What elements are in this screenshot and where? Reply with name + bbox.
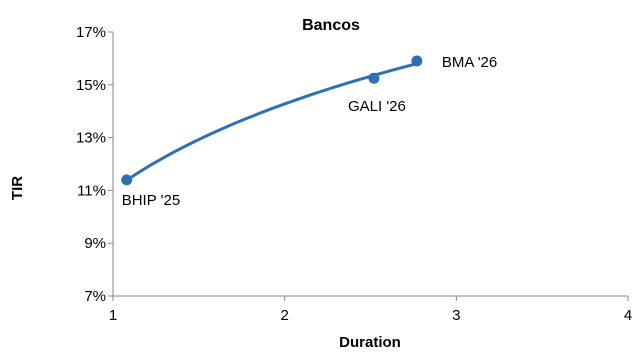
y-tick-label: 7% (84, 288, 106, 305)
data-point-label: BHIP '25 (122, 192, 180, 209)
trendline (125, 62, 418, 182)
x-tick-label: 2 (280, 307, 288, 324)
data-point-label: GALI '26 (348, 98, 406, 115)
axes: 7% 9% 11% 13% 15% 17% 1 2 3 4 (76, 24, 632, 324)
data-point (411, 55, 423, 67)
data-point-label: BMA '26 (442, 54, 497, 71)
x-tick-label: 3 (452, 307, 460, 324)
x-axis-title: Duration (339, 334, 401, 351)
data-point (121, 174, 133, 186)
y-tick-label: 13% (76, 130, 106, 147)
x-tick-label: 4 (624, 307, 632, 324)
x-tick-label: 1 (109, 307, 117, 324)
data-points: BHIP '25 GALI '26 BMA '26 (121, 54, 497, 209)
y-tick-label: 9% (84, 235, 106, 252)
chart-title: Bancos (302, 17, 360, 34)
y-tick-label: 15% (76, 77, 106, 94)
trendline-group (125, 62, 418, 182)
y-tick-label: 11% (77, 182, 106, 199)
data-point (368, 72, 380, 84)
y-axis-title: TIR (9, 176, 26, 200)
y-tick-label: 17% (76, 24, 106, 41)
